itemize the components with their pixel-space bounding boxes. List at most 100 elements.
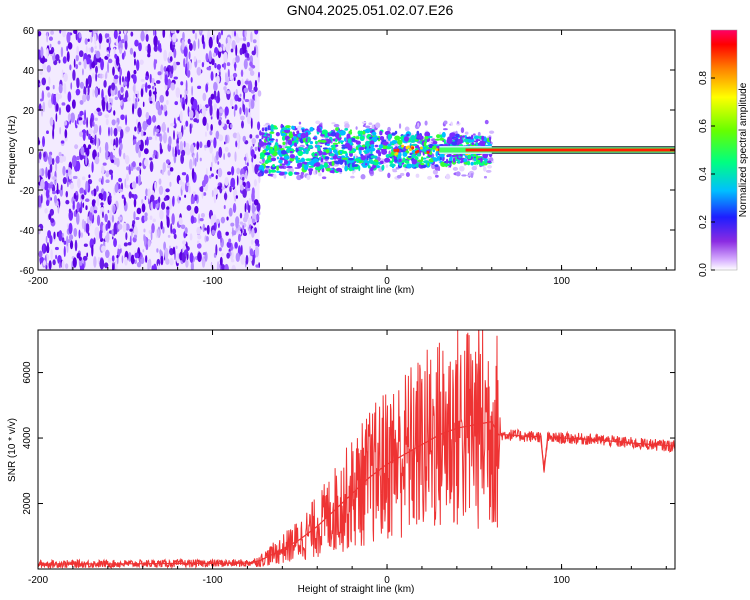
heatmap-cell: [138, 150, 142, 158]
heatmap-cell: [132, 220, 136, 225]
heatmap-cell: [432, 149, 436, 153]
heatmap-cell: [154, 30, 157, 37]
heatmap-cell: [248, 197, 252, 206]
heatmap-cell: [199, 141, 203, 149]
heatmap-cell: [93, 110, 98, 115]
heatmap-cell: [233, 62, 237, 70]
heatmap-cell: [378, 151, 382, 155]
heatmap-cell: [170, 65, 174, 75]
heatmap-cell: [136, 166, 141, 171]
heatmap-cell: [213, 187, 218, 196]
snr-y-ticks: 2000 4000 6000: [22, 361, 675, 515]
heatmap-cell: [104, 55, 109, 60]
heatmap-cell: [374, 144, 379, 148]
heatmap-cell: [221, 30, 223, 36]
heatmap-cell: [467, 154, 472, 160]
x-tick-label: -100: [203, 276, 223, 287]
heatmap-cell: [135, 175, 139, 184]
heatmap-cell: [137, 174, 142, 186]
heatmap-cell: [104, 94, 108, 104]
heatmap-cell: [199, 217, 204, 222]
heatmap-cell: [72, 69, 76, 81]
heatmap-cell: [240, 115, 245, 121]
heatmap-cell: [59, 155, 64, 164]
heatmap-cell: [251, 137, 257, 145]
heatmap-cell: [288, 171, 293, 176]
heatmap-cell: [221, 264, 226, 270]
heatmap-cell: [450, 122, 454, 126]
heatmap-cell: [209, 130, 213, 136]
heatmap-cell: [206, 139, 211, 148]
heatmap-cell: [133, 51, 136, 58]
heatmap-cell: [119, 74, 122, 86]
heatmap-cell: [443, 120, 448, 125]
heatmap-cell: [215, 151, 219, 161]
heatmap-cell: [188, 185, 191, 194]
heatmap-cell: [305, 131, 309, 138]
heatmap-cell: [180, 154, 185, 165]
heatmap-cell: [199, 103, 202, 110]
heatmap-cell: [254, 164, 259, 175]
heatmap-cell: [145, 188, 148, 197]
heatmap-cell: [115, 137, 119, 148]
heatmap-cell: [173, 233, 177, 240]
heatmap-cell: [480, 156, 483, 163]
heatmap-cell: [197, 85, 202, 90]
heatmap-cell: [264, 159, 270, 164]
heatmap-cell: [42, 136, 46, 148]
heatmap-cell: [318, 156, 322, 161]
heatmap-cell: [95, 65, 98, 74]
heatmap-cell: [217, 31, 222, 40]
heatmap-cell: [53, 194, 58, 204]
heatmap-cell: [405, 172, 410, 178]
heatmap-cell: [264, 152, 271, 156]
heatmap-cell: [162, 131, 168, 144]
heatmap-cell: [212, 214, 217, 223]
heatmap-cell: [131, 161, 136, 168]
heatmap-cell: [113, 127, 118, 137]
heatmap-cell: [341, 150, 348, 154]
heatmap-cell: [319, 145, 323, 148]
heatmap-cell: [55, 155, 60, 164]
heatmap-cell: [315, 120, 321, 125]
heatmap-cell: [257, 90, 262, 97]
heatmap-cell: [387, 172, 391, 179]
heatmap-cell: [93, 129, 95, 135]
heatmap-cell: [86, 129, 89, 137]
heatmap-cell: [331, 122, 336, 125]
heatmap-cell: [335, 167, 343, 172]
heatmap-cell: [424, 136, 429, 140]
heatmap-cell: [85, 180, 89, 193]
heatmap-cell: [320, 134, 325, 137]
heatmap-cell: [435, 151, 439, 157]
heatmap-cell: [440, 161, 447, 167]
heatmap-cell: [234, 151, 237, 162]
heatmap-cell: [150, 201, 153, 211]
heatmap-cell: [50, 218, 55, 223]
heatmap-cell: [184, 88, 189, 95]
heatmap-cell: [246, 162, 249, 167]
heatmap-cell: [360, 136, 365, 140]
heatmap-cell: [281, 135, 286, 141]
heatmap-cell: [92, 121, 95, 127]
heatmap-cell: [93, 30, 99, 34]
heatmap-cell: [199, 186, 203, 192]
heatmap-cell: [269, 140, 274, 143]
heatmap-cell: [210, 93, 215, 100]
heatmap-cell: [329, 170, 335, 173]
heatmap-cell: [279, 171, 285, 174]
heatmap-cell: [396, 149, 400, 153]
heatmap-cell: [63, 120, 68, 126]
heatmap-cell: [149, 100, 153, 104]
heatmap-cell: [246, 53, 250, 58]
heatmap-cell: [224, 88, 227, 94]
heatmap-cell: [117, 216, 123, 221]
heatmap-cell: [179, 141, 184, 153]
heatmap-cell: [142, 249, 145, 253]
heatmap-cell: [38, 195, 42, 208]
heatmap-cell: [226, 119, 230, 125]
heatmap-cell: [133, 225, 138, 238]
heatmap-cell: [257, 172, 262, 177]
heatmap-cell: [88, 30, 93, 33]
heatmap-cell: [147, 198, 150, 205]
